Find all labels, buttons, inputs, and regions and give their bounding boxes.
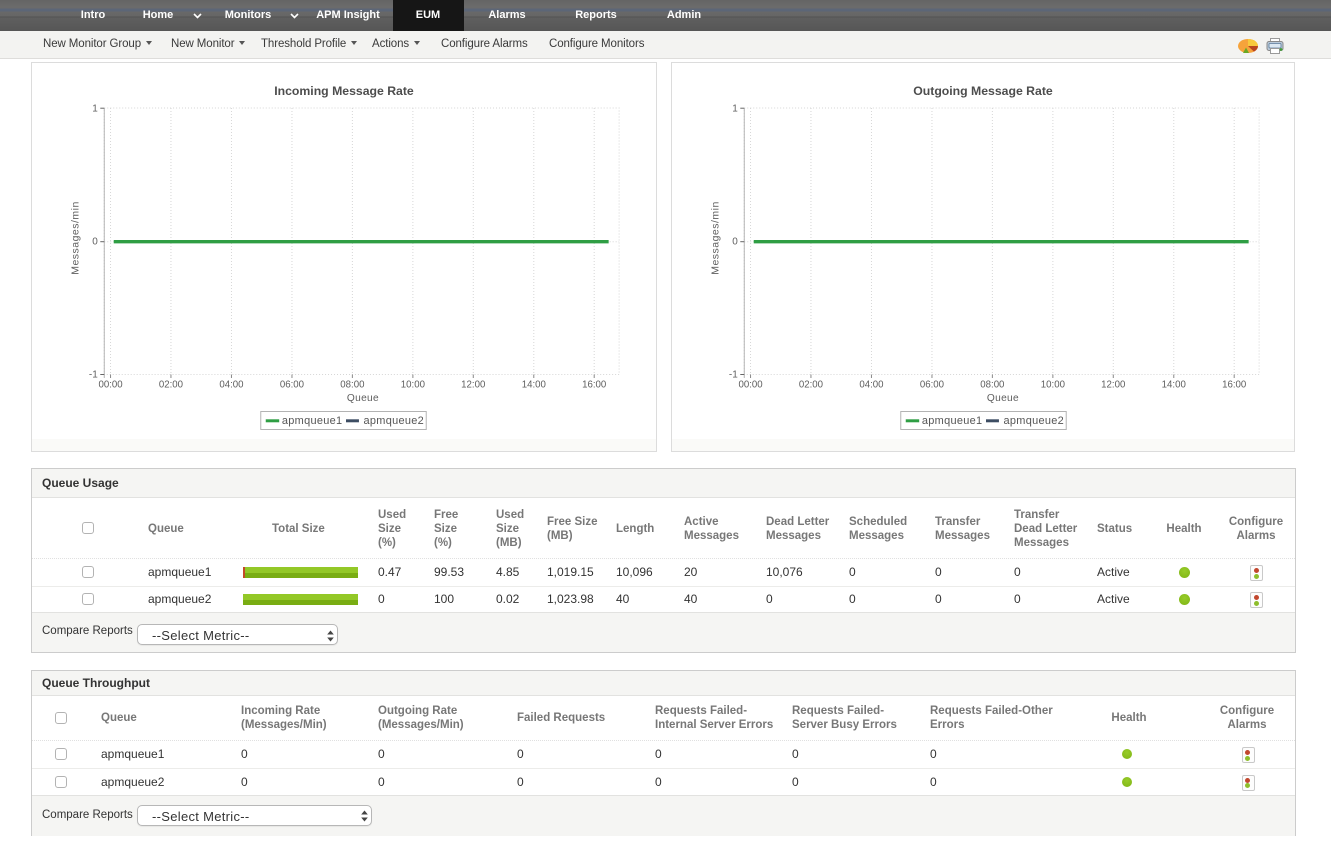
svg-text:Queue: Queue [987,393,1019,404]
svg-text:apmqueue1: apmqueue1 [922,415,983,427]
svg-text:16:00: 16:00 [1222,379,1246,390]
svg-text:10:00: 10:00 [401,379,425,390]
svg-text:1: 1 [92,103,98,114]
svg-text:Queue: Queue [347,393,379,404]
svg-text:Messages/min: Messages/min [710,201,721,275]
svg-text:0: 0 [732,237,738,248]
svg-text:apmqueue2: apmqueue2 [364,415,425,427]
svg-text:0: 0 [92,237,98,248]
svg-text:apmqueue2: apmqueue2 [1004,415,1065,427]
svg-text:1: 1 [732,103,738,114]
svg-text:08:00: 08:00 [340,379,364,390]
svg-text:04:00: 04:00 [859,379,883,390]
svg-text:Outgoing Message Rate: Outgoing Message Rate [913,84,1053,98]
svg-text:apmqueue1: apmqueue1 [282,415,343,427]
svg-text:-1: -1 [89,370,98,381]
svg-text:06:00: 06:00 [920,379,944,390]
svg-text:-1: -1 [729,370,738,381]
svg-text:10:00: 10:00 [1041,379,1065,390]
svg-text:04:00: 04:00 [219,379,243,390]
svg-text:Incoming Message Rate: Incoming Message Rate [274,84,414,98]
svg-text:08:00: 08:00 [980,379,1004,390]
svg-text:Messages/min: Messages/min [70,201,81,275]
svg-text:14:00: 14:00 [1162,379,1186,390]
svg-text:06:00: 06:00 [280,379,304,390]
svg-text:00:00: 00:00 [738,379,762,390]
svg-text:12:00: 12:00 [1101,379,1125,390]
svg-text:02:00: 02:00 [159,379,183,390]
svg-text:00:00: 00:00 [98,379,122,390]
svg-text:12:00: 12:00 [461,379,485,390]
svg-text:02:00: 02:00 [799,379,823,390]
svg-text:16:00: 16:00 [582,379,606,390]
svg-text:14:00: 14:00 [522,379,546,390]
